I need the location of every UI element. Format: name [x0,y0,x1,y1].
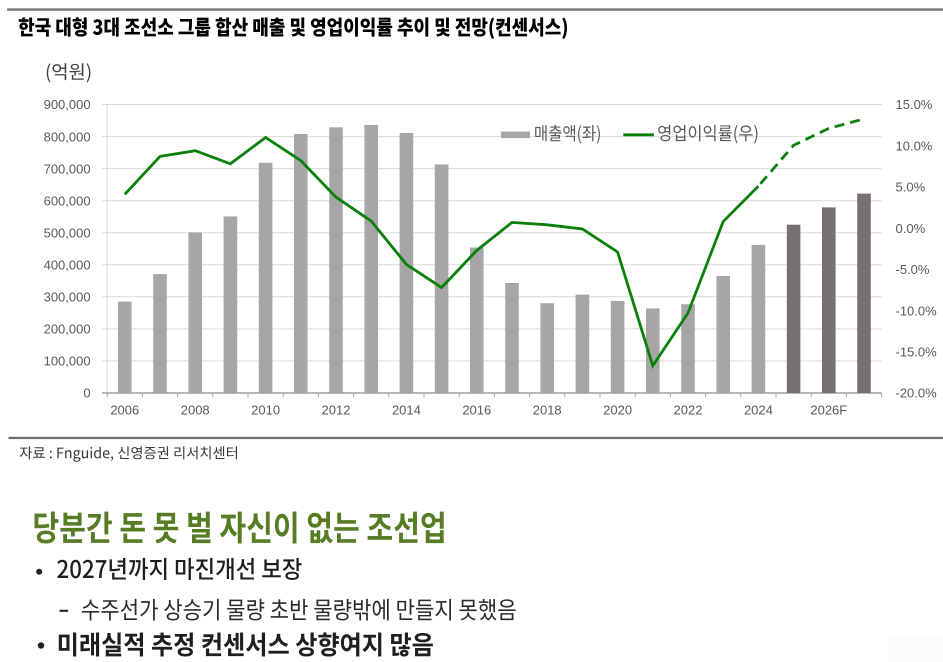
svg-text:300,000: 300,000 [44,290,91,305]
svg-text:200,000: 200,000 [44,322,91,337]
svg-text:2010: 2010 [251,403,280,418]
svg-text:400,000: 400,000 [44,258,91,273]
svg-text:2008: 2008 [181,403,210,418]
svg-text:-15.0%: -15.0% [896,345,938,360]
svg-text:600,000: 600,000 [44,193,91,208]
svg-text:-10.0%: -10.0% [896,303,938,318]
svg-text:2018: 2018 [533,403,562,418]
svg-text:900,000: 900,000 [44,97,91,112]
svg-text:2024: 2024 [744,403,773,418]
svg-text:0: 0 [83,386,90,401]
svg-text:10.0%: 10.0% [896,138,933,153]
svg-text:2014: 2014 [392,403,421,418]
svg-text:5.0%: 5.0% [896,180,926,195]
svg-text:800,000: 800,000 [44,129,91,144]
svg-text:0.0%: 0.0% [896,221,926,236]
svg-text:2026F: 2026F [810,403,847,418]
svg-text:15.0%: 15.0% [896,97,933,112]
svg-text:700,000: 700,000 [44,161,91,176]
svg-text:2020: 2020 [603,403,632,418]
svg-text:2022: 2022 [674,403,703,418]
svg-text:-20.0%: -20.0% [896,386,938,401]
svg-text:2016: 2016 [462,403,491,418]
svg-text:100,000: 100,000 [44,354,91,369]
svg-text:2012: 2012 [322,403,351,418]
svg-text:500,000: 500,000 [44,225,91,240]
svg-text:-5.0%: -5.0% [896,262,930,277]
svg-text:2006: 2006 [110,403,139,418]
